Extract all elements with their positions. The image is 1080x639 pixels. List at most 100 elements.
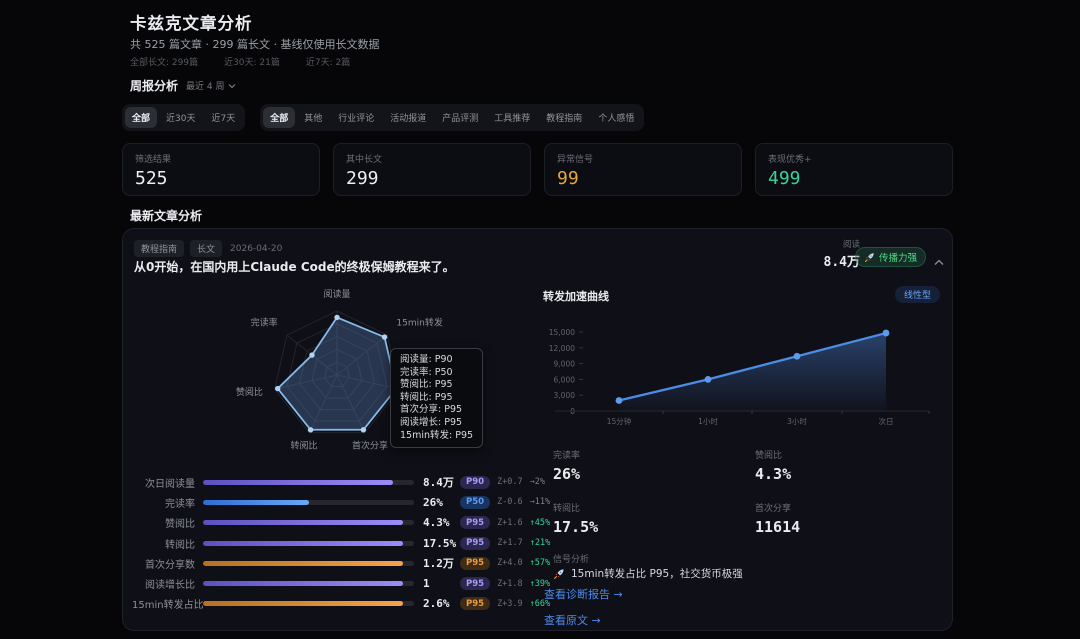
filter-tabs-row: 全部 近30天 近7天 全部 其他 行业评论 活动报道 产品评测 工具推荐 教程指南 个人感悟: [122, 104, 645, 131]
radar-axis-label: 首次分享: [352, 439, 388, 451]
card-link-0[interactable]: 查看诊断报告 →: [544, 588, 623, 601]
tab-category-5[interactable]: 工具推荐: [494, 114, 531, 124]
delta-value: ↑21%: [529, 538, 551, 549]
svg-text:15,000: 15,000: [549, 328, 575, 337]
stat-cell-label: 完读率: [553, 451, 581, 461]
svg-text:次日: 次日: [879, 416, 894, 426]
z-score: Z+1.6: [497, 517, 523, 528]
z-score: Z+1.8: [497, 578, 523, 589]
metric-bar-track: [203, 540, 414, 546]
radar-axis-label: 完读率: [251, 317, 278, 329]
percentile-badge: P95: [460, 556, 491, 570]
metric-bar-row-3: 转阅比 17.5% P95 Z+1.7 ↑21%: [132, 533, 550, 553]
delta-value: ↑57%: [529, 558, 551, 569]
summary-card-0: 筛选结果 525: [122, 143, 320, 196]
tab-category-3[interactable]: 活动报道: [390, 114, 427, 124]
tab-time-1[interactable]: 近30天: [166, 114, 196, 124]
svg-text:3,000: 3,000: [554, 391, 576, 400]
metric-bar-value: 8.4万: [423, 476, 454, 490]
weekly-range-label: 最近 4 周: [186, 82, 225, 92]
page-title: 卡兹克文章分析: [130, 14, 253, 33]
metric-bar-value: 1: [423, 577, 430, 591]
metric-bar-track: [203, 479, 414, 485]
tooltip-line: 阅读增长: P95: [400, 416, 463, 428]
tab-category-6[interactable]: 教程指南: [546, 114, 583, 124]
spread-strength-badge: 传播力强: [854, 247, 926, 267]
mini-stat-0: 全部长文: 299篇: [130, 58, 199, 68]
summary-card-3: 表现优秀+ 499: [755, 143, 953, 196]
metric-bar-label: 赞阅比: [165, 519, 195, 531]
stat-cell-value: 26%: [553, 465, 581, 483]
summary-card-2: 异常信号 99: [544, 143, 742, 196]
tooltip-line: 完读率: P50: [400, 366, 453, 378]
stat-cell-1: 赞阅比 4.3%: [755, 448, 800, 501]
metric-bar-label: 次日阅读量: [145, 478, 195, 490]
metric-bar-fill: [203, 601, 404, 607]
metric-bar-row-0: 次日阅读量 8.4万 P90 Z+0.7 →2%: [132, 472, 550, 492]
tooltip-line: 转阅比: P95: [400, 391, 453, 403]
delta-value: →11%: [529, 497, 551, 508]
metric-radar-chart: 阅读量15min转发阅读增长首次分享转阅比赞阅比完读率: [236, 288, 447, 451]
collapse-button[interactable]: [934, 251, 944, 270]
percentile-badge: P90: [460, 475, 491, 489]
metric-bar-fill: [203, 581, 404, 587]
radar-axis-label: 阅读量: [323, 288, 350, 300]
stat-cell-2: 转阅比 17.5%: [553, 501, 755, 554]
summary-card-value: 99: [557, 168, 579, 189]
delta-value: ↑45%: [529, 517, 551, 528]
svg-text:12,000: 12,000: [549, 344, 575, 353]
signal-analysis-line: 15min转发占比 P95，社交货币极强: [553, 566, 743, 581]
acceleration-chart-title: 转发加速曲线: [543, 290, 609, 303]
metric-bar-track: [203, 581, 414, 587]
mini-stats: 全部长文: 299篇 近30天: 21篇 近7天: 2篇: [130, 55, 350, 68]
metric-bar-value: 26%: [423, 495, 443, 509]
tab-category-0[interactable]: 全部: [263, 107, 296, 128]
summary-card-value: 299: [346, 168, 379, 189]
metric-bar-value: 2.6%: [423, 597, 450, 611]
metric-bar-label: 完读率: [165, 498, 195, 510]
metric-bar-value: 1.2万: [423, 557, 454, 571]
tooltip-line: 赞阅比: P95: [400, 379, 453, 391]
metric-bar-track: [203, 499, 414, 505]
tab-time-0[interactable]: 全部: [125, 107, 158, 128]
tab-category-1[interactable]: 其他: [304, 114, 323, 124]
curve-type-badge: 线性型: [894, 286, 940, 303]
percentile-badge: P50: [460, 495, 491, 509]
key-stats-grid: 完读率 26% 赞阅比 4.3% 转阅比 17.5% 首次分享 11614: [553, 448, 800, 554]
stat-cell-0: 完读率 26%: [553, 448, 755, 501]
summary-card-label: 异常信号: [557, 155, 594, 165]
card-link-1[interactable]: 查看原文 →: [544, 614, 601, 627]
summary-card-value: 499: [768, 168, 801, 189]
svg-text:15分钟: 15分钟: [607, 416, 632, 426]
summary-card-label: 其中长文: [346, 155, 383, 165]
tab-category-4[interactable]: 产品评测: [442, 114, 479, 124]
chevron-up-icon: [934, 259, 944, 265]
summary-card-1: 其中长文 299: [333, 143, 531, 196]
metric-bar-label: 15min转发占比: [132, 600, 204, 612]
svg-text:3小时: 3小时: [787, 416, 807, 426]
mini-stat-2: 近7天: 2篇: [305, 58, 351, 68]
tab-category-2[interactable]: 行业评论: [338, 114, 375, 124]
weekly-range-dropdown[interactable]: 最近 4 周: [186, 79, 236, 92]
metric-bar-label: 阅读增长比: [145, 580, 195, 592]
summary-card-value: 525: [135, 168, 168, 189]
radar-axis-label: 15min转发: [396, 317, 442, 329]
metric-bar-row-6: 15min转发占比 2.6% P95 Z+3.9 ↑66%: [132, 594, 550, 614]
metric-bars: 次日阅读量 8.4万 P90 Z+0.7 →2% 完读率 26% P50 Z-0.6 →11% 赞阅…: [132, 472, 550, 614]
rocket-icon: [554, 568, 564, 579]
read-value: 8.4万: [823, 255, 860, 270]
metric-bar-fill: [203, 560, 404, 566]
tab-category-7[interactable]: 个人感悟: [598, 114, 635, 124]
card-links: 查看诊断报告 → 查看原文 →: [544, 586, 623, 638]
signal-analysis-label: 信号分析: [553, 555, 590, 565]
tooltip-line: 阅读量: P90: [400, 354, 453, 365]
percentile-badge: P95: [460, 516, 491, 530]
metric-bar-row-4: 首次分享数 1.2万 P95 Z+4.0 ↑57%: [132, 553, 550, 573]
weekly-section-header: 周报分析 最近 4 周: [130, 77, 236, 94]
weekly-title: 周报分析: [130, 79, 179, 93]
metric-bar-value: 4.3%: [423, 516, 450, 530]
svg-text:1小时: 1小时: [698, 416, 718, 426]
article-tag-0: 教程指南: [134, 240, 185, 257]
tab-time-2[interactable]: 近7天: [211, 114, 236, 124]
